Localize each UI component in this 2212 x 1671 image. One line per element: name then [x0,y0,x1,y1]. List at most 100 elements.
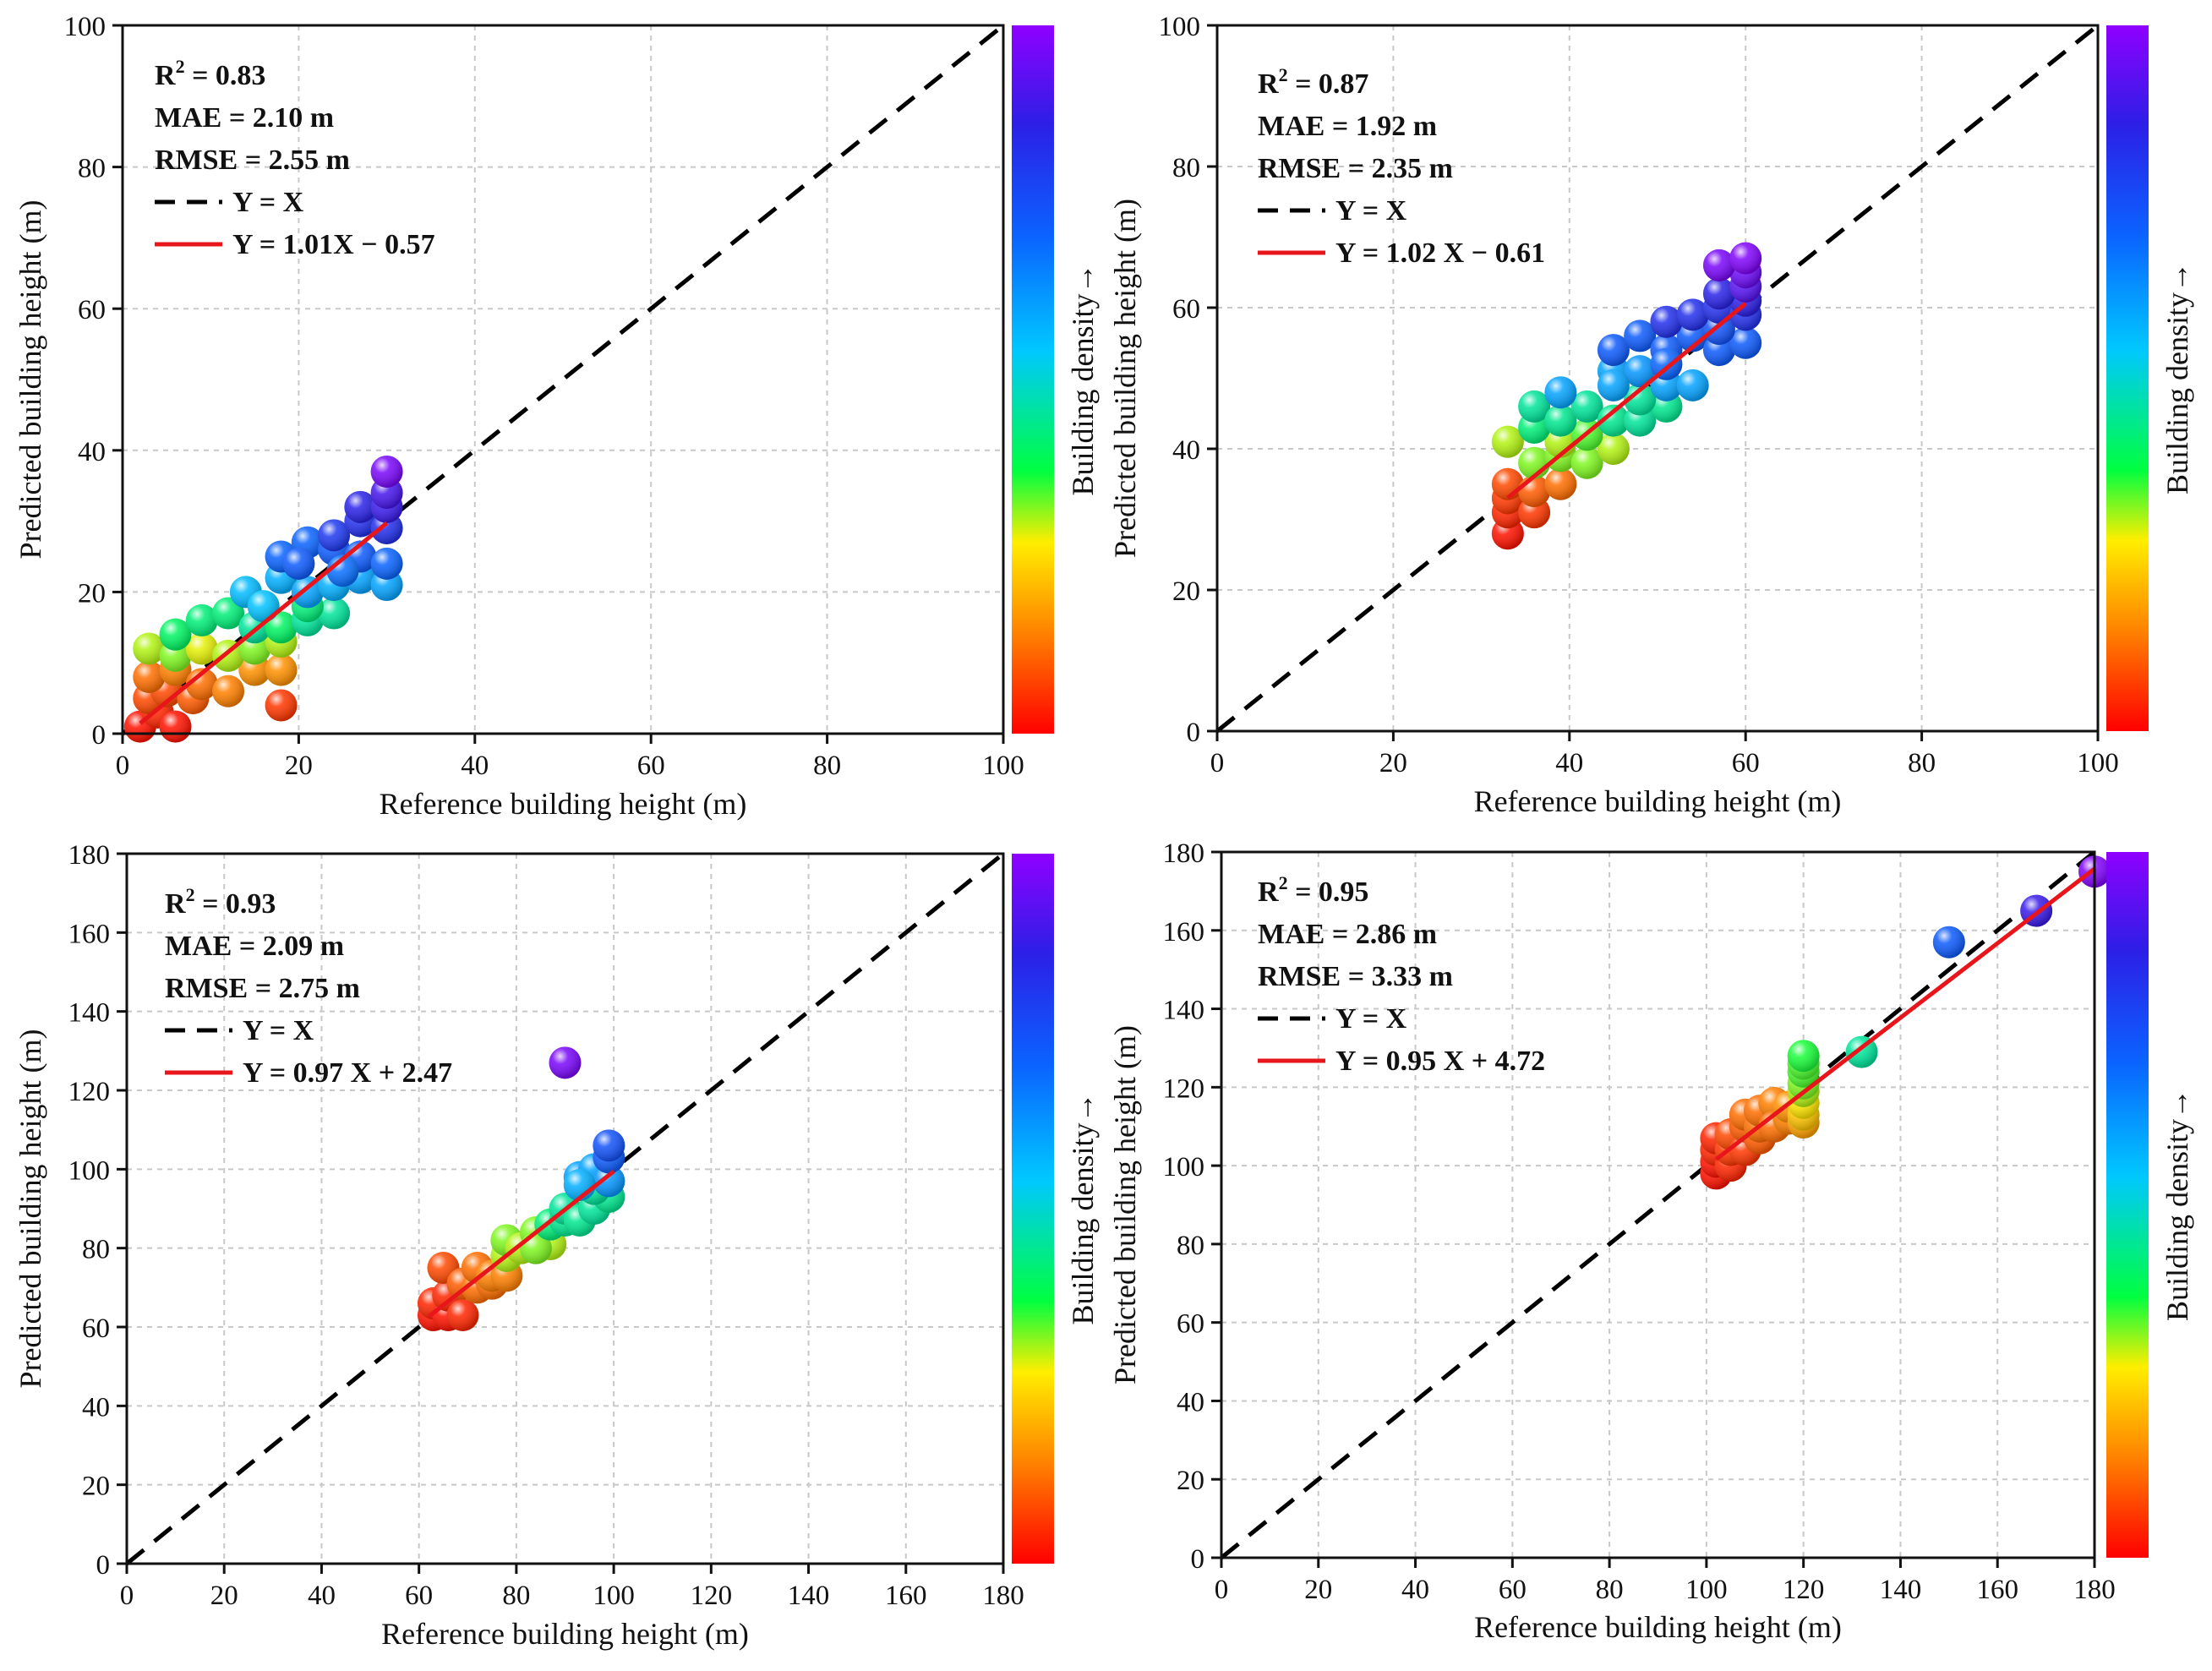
data-point-shine [1597,404,1630,437]
data-point[interactable] [291,576,324,609]
data-point[interactable] [1787,1040,1820,1073]
axis-ticks: 00 20 20 40 40 60 60 80 80 100 100 [1159,12,2119,778]
data-point[interactable] [185,668,218,701]
rmse-value: RMSE = 3.33 m [1258,961,1453,992]
data-point[interactable] [344,490,377,523]
data-point-shine [1624,319,1657,352]
chart-panel-3: 00 20 20 40 40 60 60 80 80 100 100 120 120 140 140 160 1… [14,840,1100,1651]
data-point[interactable] [159,618,192,651]
data-point-shine [265,611,298,644]
legend-fit-label: Y = 0.97 X + 2.47 [243,1057,452,1089]
x-tick-label: 180 [982,1581,1024,1611]
legend-identity-label: Y = X [232,187,304,218]
data-point-shine [159,618,192,651]
data-point[interactable] [1597,433,1630,465]
data-point[interactable] [593,1165,625,1198]
data-point-shine [265,689,298,722]
legend-identity-label: Y = X [1335,195,1407,227]
data-point-shine [318,519,351,552]
data-point[interactable] [1729,242,1762,275]
y-tick-label: 120 [1163,1073,1205,1104]
y-axis-label: Predicted building height (m) [1108,199,1142,558]
data-point[interactable] [1702,248,1735,281]
data-point[interactable] [1624,355,1657,388]
data-point-shine [344,490,377,523]
x-tick-label: 100 [982,751,1024,781]
data-point-shine [446,1299,479,1331]
r2-value: R2 = 0.95 [1258,872,1368,908]
data-point[interactable] [265,653,298,686]
data-point[interactable] [318,519,351,552]
data-point[interactable] [1650,305,1683,338]
data-point[interactable] [212,597,245,630]
x-tick-label: 160 [885,1581,927,1611]
x-tick-label: 20 [1304,1575,1332,1605]
data-point[interactable] [1624,383,1657,416]
plot-frame [1215,24,2100,733]
legend-fit-label: Y = 1.01X − 0.57 [232,229,435,260]
data-point[interactable] [1491,425,1524,458]
data-point[interactable] [318,597,351,630]
data-point[interactable] [1570,446,1603,479]
data-point[interactable] [133,632,166,665]
y-tick-label: 100 [1159,12,1201,42]
data-point[interactable] [265,611,298,644]
data-point[interactable] [1597,369,1630,401]
x-tick-label: 80 [502,1581,530,1611]
data-point[interactable] [159,710,192,743]
data-point[interactable] [185,632,218,665]
y-tick-label: 20 [1177,1466,1204,1496]
x-tick-label: 0 [1215,1575,1229,1605]
data-point[interactable] [282,547,315,580]
x-tick-label: 180 [2073,1575,2116,1605]
data-point-shine [291,576,324,609]
data-point[interactable] [1544,467,1577,500]
data-point-shine [1544,404,1577,437]
y-axis-label: Predicted building height (m) [14,200,47,560]
chart-panel-1: 00 20 20 40 40 60 60 80 80 100 100 Reference buildi… [14,12,1100,821]
data-point-shine [185,603,218,636]
data-point[interactable] [549,1046,582,1079]
y-tick-label: 60 [1177,1309,1204,1340]
x-tick-label: 100 [593,1581,635,1611]
data-point[interactable] [265,689,298,722]
data-point[interactable] [370,547,403,580]
colorbar-label: Building density→ [2160,262,2194,494]
data-point[interactable] [1570,390,1603,423]
data-point[interactable] [1544,376,1577,409]
x-tick-label: 20 [285,751,313,781]
x-tick-label: 80 [1908,748,1936,778]
y-tick-label: 160 [68,919,111,949]
data-point[interactable] [212,674,245,707]
data-point-shine [282,547,315,580]
data-point-shine [1932,926,1965,958]
mae-value: MAE = 2.86 m [1258,919,1437,950]
data-point[interactable] [446,1299,479,1331]
data-point[interactable] [1544,404,1577,437]
data-point[interactable] [1597,404,1630,437]
data-point[interactable] [370,455,403,488]
fit-line [1714,866,2096,1161]
plot-frame [1220,850,2096,1559]
data-point-shine [1702,248,1735,281]
data-point[interactable] [1702,277,1735,310]
axis-ticks: 00 20 20 40 40 60 60 80 80 100 100 120 120 140 140 160 1… [1163,838,2116,1605]
data-point[interactable] [185,603,218,636]
data-point[interactable] [1729,326,1762,359]
data-point[interactable] [593,1129,625,1162]
x-tick-label: 120 [691,1581,733,1611]
data-point[interactable] [1932,926,1965,958]
x-tick-label: 60 [1499,1575,1527,1605]
data-point[interactable] [133,660,166,693]
colorbar [2106,25,2149,731]
data-point[interactable] [1518,390,1551,423]
data-point[interactable] [1676,369,1709,401]
data-point[interactable] [1597,334,1630,367]
x-tick-label: 0 [1210,748,1225,778]
plot-frame [121,24,1005,735]
data-point-shine [133,632,166,665]
data-point[interactable] [247,590,280,623]
data-point[interactable] [1676,298,1709,331]
data-point-shine [370,547,403,580]
data-point[interactable] [1624,319,1657,352]
